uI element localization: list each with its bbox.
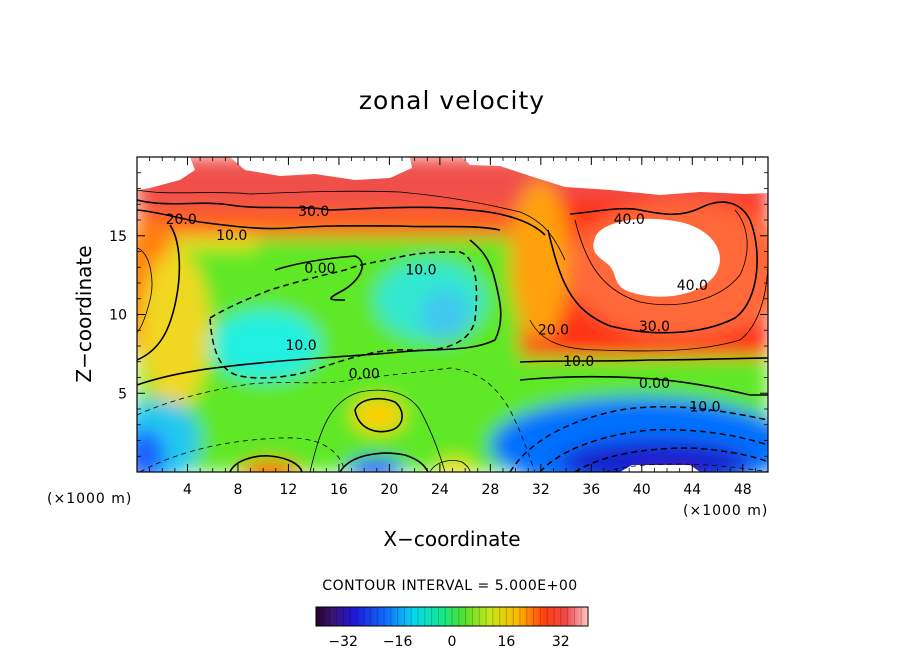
contour-line [137,209,501,231]
y-axis-label: Z−coordinate [72,245,96,383]
contour-line [604,463,768,472]
contour-label: 0.00 [304,261,335,277]
contour-line [509,406,768,472]
colorbar-tick-label: 0 [448,634,457,650]
y-tick-label: 10 [109,308,127,324]
contour-line [429,460,471,472]
colorbar-tick-label: 16 [497,634,515,650]
field-bottom-yellow [437,458,473,472]
colorbar-tick-label: −16 [383,634,413,650]
contour-label: 10.0 [285,338,316,354]
contour-label: 10.0 [405,262,436,278]
x-tick-label: 4 [183,482,192,498]
contour-line [354,397,403,433]
field-cyan-west [210,310,320,380]
contour-line [139,437,346,472]
field-bottom-warm [240,460,300,472]
x-tick-label: 16 [330,482,348,498]
blank-region [137,157,195,190]
colorbar-tick-label: −32 [328,634,358,650]
colorbar: −32 −16 0 16 32 [315,606,589,650]
contour-label: 10.0 [689,399,720,415]
contour-label: 0.00 [639,376,670,392]
contour-line [529,259,768,352]
x-tick-label: 36 [582,482,600,498]
contour-lines [137,189,768,472]
x-tick-label: 48 [734,482,752,498]
colorbar-bar [315,606,589,627]
x-tick-label: 40 [633,482,651,498]
contour-label: 10.0 [563,354,594,370]
chart-title: zonal velocity [358,86,546,115]
field-west-yellow [140,250,210,410]
contour-label: 20.0 [166,212,197,228]
field-east-cold-core [560,440,750,472]
contour-line [137,224,181,361]
contour-line [209,251,478,379]
field-bottom-cold [347,458,403,472]
field-warm-cell [352,397,404,433]
contour-line [309,389,446,472]
field-east-flank [510,180,570,340]
contour-line [137,239,502,386]
blank-region [230,157,412,180]
x-tick-label: 44 [683,482,701,498]
contour-labels: 20.0 10.0 30.0 0.00 10.0 10.0 0.00 40.0 40.0 20.0… [166,204,721,415]
contour-line [137,189,566,261]
y-unit-label: (×1000 m) [47,491,133,507]
x-axis-label: X−coordinate [383,527,521,551]
contour-label: 30.0 [298,204,329,220]
field-west-cold-core [137,430,165,472]
contour-line [339,452,429,472]
velocity-field [137,157,768,472]
contour-line [519,357,768,363]
blank-region [462,157,768,195]
contour-label: 40.0 [614,212,645,228]
x-tick-label: 12 [280,482,298,498]
contour-line [137,199,546,236]
contour-label: 10.0 [216,228,247,244]
contour-line [574,209,748,305]
x-tick-label: 8 [233,482,242,498]
contour-line [574,447,768,472]
blank-region [593,218,720,297]
contour-label: 40.0 [677,278,708,294]
field-cyan-core [420,290,470,340]
y-tick-label: 5 [118,386,127,402]
colorbar-tick-label: 32 [552,634,570,650]
field-blobs [137,157,768,472]
contour-interval-text: CONTOUR INTERVAL = 5.000E+00 [322,578,578,594]
x-unit-label: (×1000 m) [683,503,769,519]
x-tick-label: 20 [380,482,398,498]
contour-line [137,247,153,333]
y-tick-label: 15 [109,229,127,245]
contour-label: 20.0 [538,322,569,338]
x-tick-label: 24 [431,482,449,498]
contour-line [547,201,758,334]
x-tick-label: 28 [481,482,499,498]
contour-label: 30.0 [639,319,670,335]
contour-label: 0.00 [349,366,380,382]
contour-line [274,255,363,301]
contour-line [519,375,768,396]
contour-line [229,455,303,472]
x-tick-label: 32 [532,482,550,498]
